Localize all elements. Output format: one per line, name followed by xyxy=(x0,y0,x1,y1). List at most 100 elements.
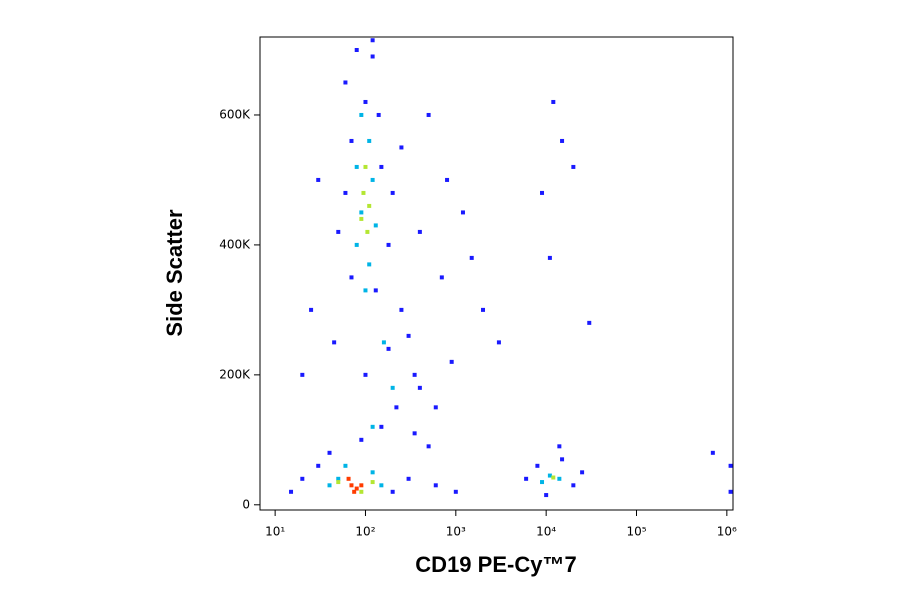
point xyxy=(316,463,321,468)
point xyxy=(373,288,378,293)
point xyxy=(349,483,354,488)
point xyxy=(728,489,733,494)
point xyxy=(453,489,458,494)
point xyxy=(367,203,372,208)
point xyxy=(359,210,364,215)
point xyxy=(390,190,395,195)
point xyxy=(349,138,354,143)
point xyxy=(332,340,337,345)
point xyxy=(547,473,552,478)
point xyxy=(349,275,354,280)
point xyxy=(370,470,375,475)
point xyxy=(379,424,384,429)
point xyxy=(540,190,545,195)
point xyxy=(426,112,431,117)
point xyxy=(381,340,386,345)
point xyxy=(379,164,384,169)
point xyxy=(540,480,545,485)
point xyxy=(710,450,715,455)
point xyxy=(373,223,378,228)
point xyxy=(557,476,562,481)
point xyxy=(390,385,395,390)
point xyxy=(370,480,375,485)
point xyxy=(460,210,465,215)
point xyxy=(370,38,375,43)
point xyxy=(439,275,444,280)
point xyxy=(379,483,384,488)
point xyxy=(343,80,348,85)
point xyxy=(354,486,359,491)
point xyxy=(376,112,381,117)
point xyxy=(544,493,549,498)
point xyxy=(346,476,351,481)
point xyxy=(363,288,368,293)
point xyxy=(359,489,364,494)
point xyxy=(394,405,399,410)
point xyxy=(370,54,375,59)
point xyxy=(316,177,321,182)
point xyxy=(370,177,375,182)
point xyxy=(300,372,305,377)
point xyxy=(361,190,366,195)
point xyxy=(571,483,576,488)
x-axis-title: CD19 PE-Cy™7 xyxy=(415,552,576,577)
point xyxy=(426,444,431,449)
point xyxy=(469,255,474,260)
point xyxy=(359,216,364,221)
point xyxy=(560,138,565,143)
point xyxy=(399,145,404,150)
point xyxy=(406,476,411,481)
x-tick-label: 10⁴ xyxy=(536,525,556,539)
point xyxy=(386,346,391,351)
point xyxy=(359,437,364,442)
point xyxy=(551,475,556,480)
point xyxy=(363,164,368,169)
point xyxy=(496,340,501,345)
point xyxy=(547,255,552,260)
point xyxy=(386,242,391,247)
point xyxy=(365,229,370,234)
y-tick-label: 400K xyxy=(219,237,251,251)
point xyxy=(352,489,357,494)
point xyxy=(327,483,332,488)
point xyxy=(557,444,562,449)
point xyxy=(367,138,372,143)
plot-frame xyxy=(259,36,734,511)
point xyxy=(406,333,411,338)
y-tick-label: 0 xyxy=(242,497,250,511)
point xyxy=(390,489,395,494)
point xyxy=(412,431,417,436)
point xyxy=(728,463,733,468)
point xyxy=(343,190,348,195)
point xyxy=(343,463,348,468)
point xyxy=(363,372,368,377)
x-tick-label: 10⁵ xyxy=(626,525,646,539)
point xyxy=(327,450,332,455)
point xyxy=(524,476,529,481)
point xyxy=(535,463,540,468)
x-tick-label: 10³ xyxy=(446,525,466,539)
point xyxy=(449,359,454,364)
point xyxy=(445,177,450,182)
x-tick-label: 10² xyxy=(355,525,375,539)
point xyxy=(363,99,368,104)
point xyxy=(289,489,294,494)
point xyxy=(359,483,364,488)
point xyxy=(417,229,422,234)
point xyxy=(300,476,305,481)
point xyxy=(370,424,375,429)
point xyxy=(481,307,486,312)
point xyxy=(336,229,341,234)
y-axis-title: Side Scatter xyxy=(162,209,187,337)
point xyxy=(587,320,592,325)
point xyxy=(571,164,576,169)
point xyxy=(367,262,372,267)
point xyxy=(354,164,359,169)
point xyxy=(336,480,341,485)
point xyxy=(399,307,404,312)
y-tick-label: 200K xyxy=(219,367,251,381)
point xyxy=(580,470,585,475)
point xyxy=(354,242,359,247)
